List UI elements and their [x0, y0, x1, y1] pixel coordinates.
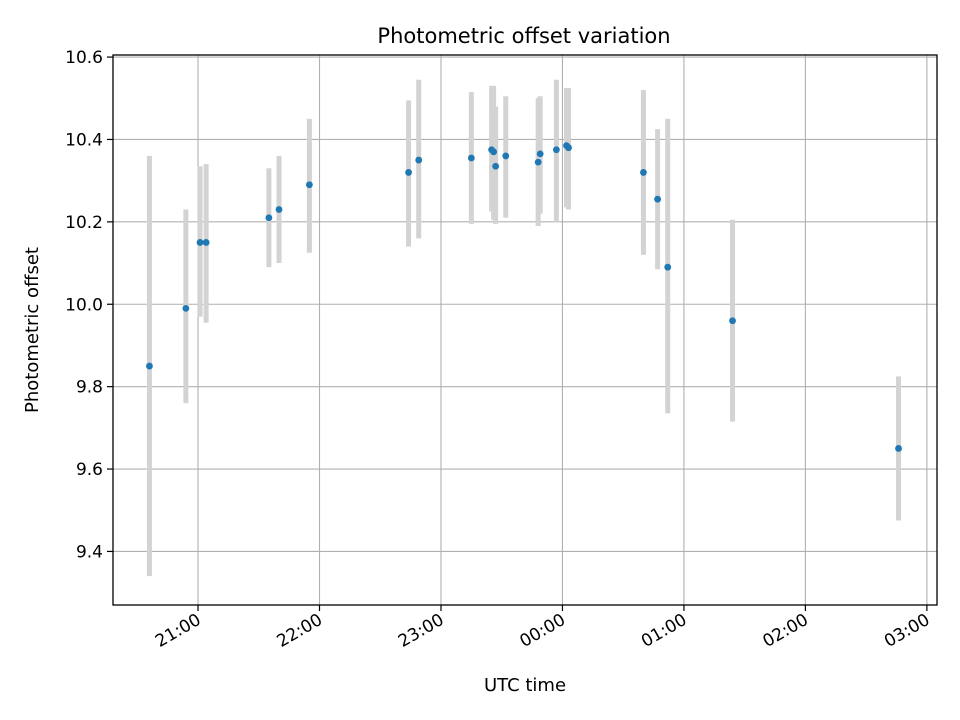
y-tick-label: 10.6 — [65, 48, 103, 68]
data-points — [146, 142, 902, 452]
data-point — [196, 239, 204, 246]
data-point — [405, 169, 412, 176]
y-tick-label: 9.4 — [76, 542, 103, 562]
data-point — [415, 156, 423, 164]
y-tick-label: 10.4 — [65, 130, 103, 150]
data-point — [534, 158, 542, 166]
data-point — [565, 144, 572, 152]
data-point — [664, 263, 672, 271]
data-point — [275, 206, 283, 213]
data-point — [654, 195, 662, 203]
data-point — [895, 445, 902, 452]
x-axis-label: UTC time — [484, 675, 566, 696]
data-point — [502, 152, 510, 160]
y-tick-label: 9.6 — [76, 460, 103, 480]
data-point — [640, 169, 647, 176]
data-point — [492, 162, 500, 170]
data-point — [265, 214, 273, 222]
data-point — [552, 146, 560, 154]
data-point — [490, 148, 498, 156]
y-axis-label: Photometric offset — [22, 247, 43, 413]
y-tick-label: 9.8 — [76, 378, 103, 398]
data-point — [182, 304, 190, 312]
y-axis-ticks: 9.4 9.6 9.8 10.0 10.2 10.4 10.6 — [65, 48, 113, 562]
chart-title: Photometric offset variation — [377, 24, 670, 48]
y-tick-label: 10.0 — [65, 295, 103, 315]
grid — [113, 55, 937, 605]
data-point — [146, 362, 153, 370]
plot-frame — [112, 54, 938, 606]
data-point — [467, 154, 475, 162]
data-point — [305, 181, 313, 189]
data-point — [202, 239, 210, 246]
y-tick-label: 10.2 — [65, 213, 103, 233]
data-point — [536, 150, 544, 158]
data-point — [729, 317, 736, 325]
